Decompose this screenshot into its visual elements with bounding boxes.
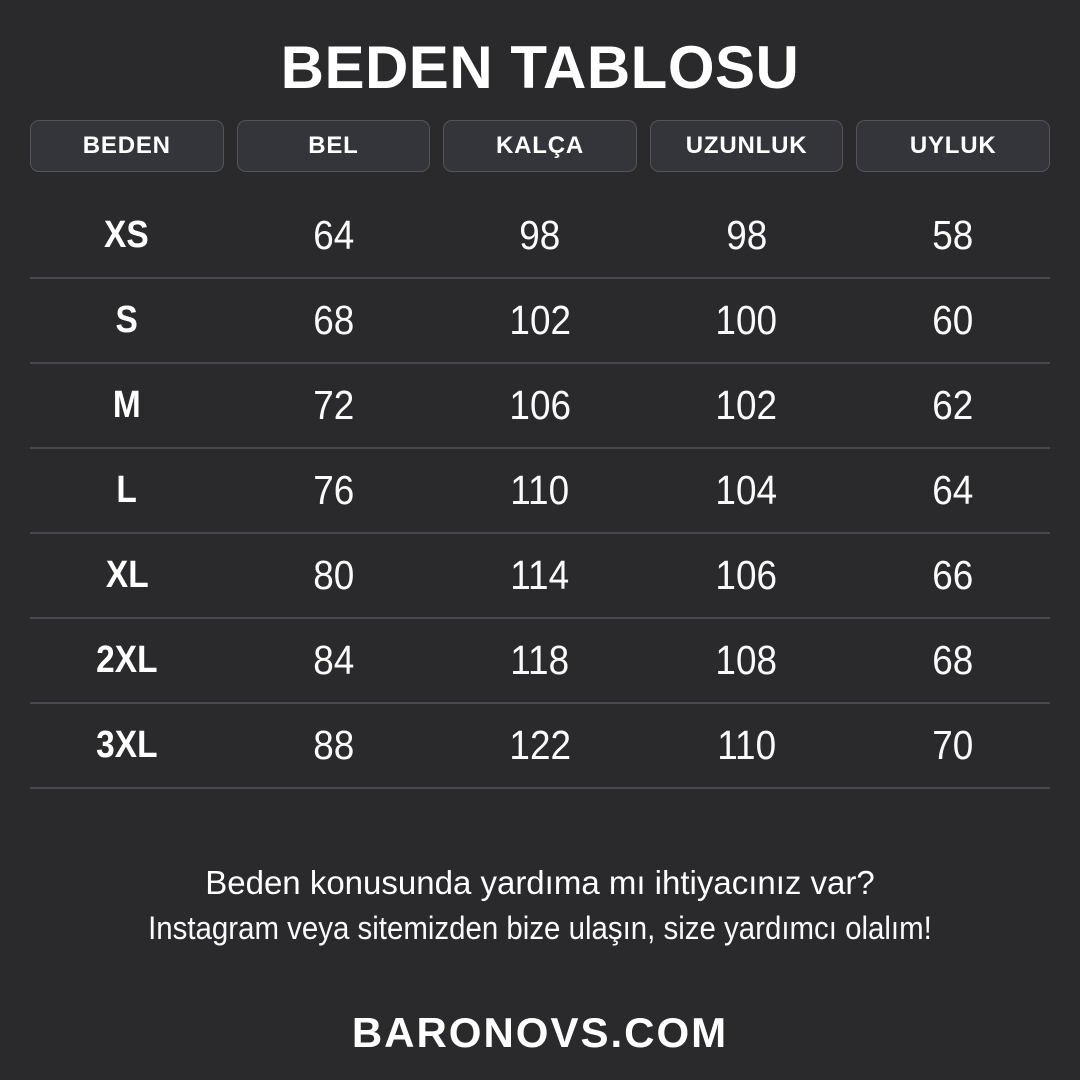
uzunluk-cell: 98 <box>650 212 844 259</box>
table-row: L 76 110 104 64 <box>30 449 1050 534</box>
uyluk-cell: 66 <box>856 552 1050 599</box>
uyluk-value: 68 <box>932 637 974 683</box>
size-label: S <box>115 299 138 341</box>
size-cell: 3XL <box>30 724 224 767</box>
uzunluk-value: 98 <box>726 212 768 258</box>
table-row: M 72 106 102 62 <box>30 364 1050 449</box>
uyluk-cell: 68 <box>856 637 1050 684</box>
uzunluk-cell: 106 <box>650 552 844 599</box>
uyluk-value: 66 <box>932 552 974 598</box>
column-header: BEL <box>236 120 431 172</box>
bel-cell: 84 <box>237 637 431 684</box>
footer-contact-text-inner: Instagram veya sitemizden bize ulaşın, s… <box>148 910 932 946</box>
bel-cell: 88 <box>237 722 431 769</box>
size-cell: XL <box>30 554 224 597</box>
uyluk-cell: 64 <box>856 467 1050 514</box>
table-row: XL 80 114 106 66 <box>30 534 1050 619</box>
uyluk-value: 62 <box>932 382 974 428</box>
size-table: XS 64 98 98 58 S 68 102 100 60 <box>30 194 1050 789</box>
bel-value: 64 <box>312 212 354 258</box>
kalca-cell: 114 <box>443 552 637 599</box>
uzunluk-cell: 100 <box>650 297 844 344</box>
bel-value: 68 <box>312 297 354 343</box>
uzunluk-value: 108 <box>715 637 778 683</box>
uzunluk-value: 104 <box>715 467 778 513</box>
uyluk-cell: 60 <box>856 297 1050 344</box>
bel-cell: 72 <box>237 382 431 429</box>
kalca-value: 102 <box>509 297 571 343</box>
kalca-cell: 118 <box>443 637 637 684</box>
kalca-value: 114 <box>510 552 570 598</box>
kalca-cell: 122 <box>443 722 637 769</box>
kalca-value: 118 <box>510 637 570 683</box>
size-label: M <box>112 384 141 426</box>
size-label: XS <box>104 214 150 256</box>
bel-cell: 80 <box>237 552 431 599</box>
bel-value: 72 <box>312 382 354 428</box>
bel-value: 80 <box>312 552 354 598</box>
table-header-row: BEDEN BEL KALÇA UZUNLUK UYLUK <box>30 120 1050 172</box>
kalca-cell: 106 <box>443 382 637 429</box>
uyluk-value: 64 <box>932 467 974 513</box>
footer-help-text: Beden konusunda yardıma mı ihtiyacınız v… <box>205 864 875 901</box>
table-row: S 68 102 100 60 <box>30 279 1050 364</box>
column-header: KALÇA <box>443 120 637 172</box>
size-cell: S <box>30 299 224 342</box>
uzunluk-cell: 104 <box>650 467 844 514</box>
size-label: 3XL <box>96 724 158 766</box>
uyluk-value: 70 <box>932 722 974 768</box>
kalca-value: 110 <box>510 467 570 513</box>
size-cell: 2XL <box>30 639 224 682</box>
kalca-value: 106 <box>509 382 571 428</box>
uzunluk-value: 102 <box>715 382 778 428</box>
kalca-cell: 102 <box>443 297 637 344</box>
website-url: BARONOVS.COM <box>351 1009 729 1056</box>
uyluk-cell: 58 <box>856 212 1050 259</box>
size-label: XL <box>105 554 149 596</box>
table-row: 3XL 88 122 110 70 <box>30 704 1050 789</box>
uyluk-value: 58 <box>932 212 974 258</box>
table-row: 2XL 84 118 108 68 <box>30 619 1050 704</box>
bel-cell: 64 <box>237 212 431 259</box>
table-row: XS 64 98 98 58 <box>30 194 1050 279</box>
uzunluk-value: 106 <box>715 552 778 598</box>
size-cell: XS <box>30 214 224 257</box>
page-title: BEDEN TABLOSU <box>280 34 800 101</box>
bel-value: 84 <box>312 637 354 683</box>
bel-cell: 76 <box>237 467 431 514</box>
uzunluk-value: 100 <box>715 297 778 343</box>
uyluk-cell: 62 <box>856 382 1050 429</box>
bel-cell: 68 <box>237 297 431 344</box>
uzunluk-value: 110 <box>717 722 776 768</box>
uzunluk-cell: 102 <box>650 382 844 429</box>
size-label: L <box>116 469 138 511</box>
column-header: UZUNLUK <box>649 120 844 172</box>
uyluk-cell: 70 <box>856 722 1050 769</box>
kalca-cell: 110 <box>443 467 637 514</box>
kalca-cell: 98 <box>443 212 637 259</box>
column-header: UYLUK <box>856 120 1050 172</box>
kalca-value: 98 <box>519 212 561 258</box>
bel-value: 76 <box>312 467 354 513</box>
size-cell: M <box>30 384 224 427</box>
size-cell: L <box>30 469 224 512</box>
footer-contact-text: Instagram veya sitemizden bize ulaşın, s… <box>0 907 1080 949</box>
size-label: 2XL <box>96 639 158 681</box>
uzunluk-cell: 108 <box>650 637 844 684</box>
footer: Beden konusunda yardıma mı ihtiyacınız v… <box>0 861 1080 949</box>
uzunluk-cell: 110 <box>650 722 844 769</box>
uyluk-value: 60 <box>932 297 974 343</box>
column-header: BEDEN <box>30 120 224 172</box>
bel-value: 88 <box>312 722 354 768</box>
kalca-value: 122 <box>509 722 571 768</box>
